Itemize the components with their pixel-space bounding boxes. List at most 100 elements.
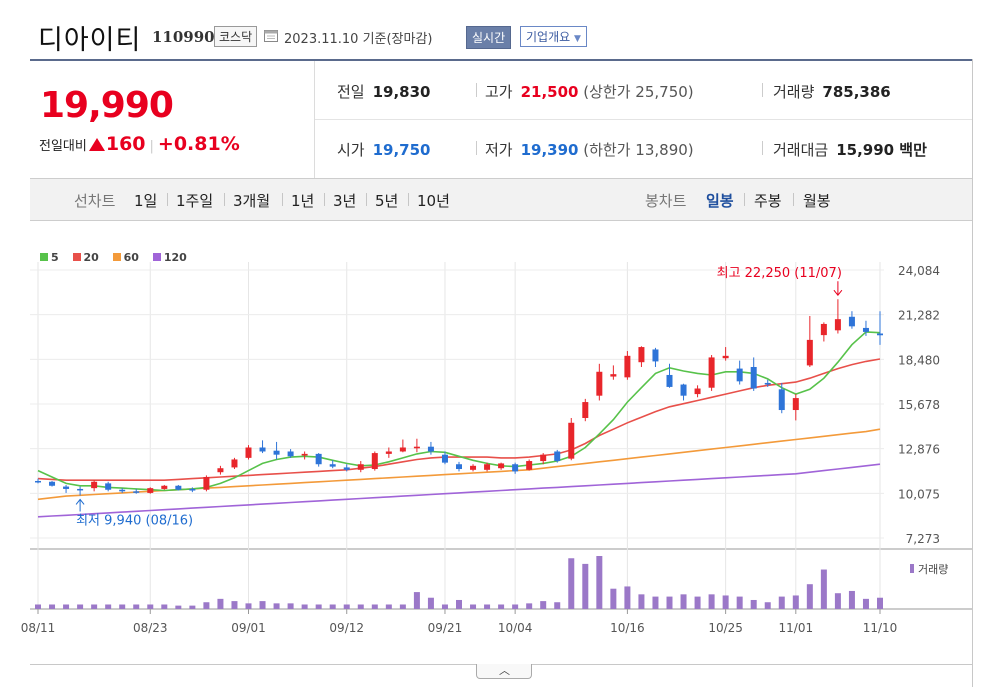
separator <box>476 141 477 155</box>
legend-swatch <box>40 253 48 261</box>
legend-item: 60 <box>112 251 139 264</box>
volume-bar <box>315 604 322 609</box>
candle-body <box>834 319 841 331</box>
separator: | <box>149 139 154 154</box>
open-label: 시가 <box>337 141 365 159</box>
candle-body <box>736 368 743 382</box>
volume-bar <box>554 602 561 609</box>
volume-bar <box>427 597 434 609</box>
stock-header: 디아이티 110990 코스닥 2023.11.10 기준(장마감) 실시간 기… <box>0 0 987 58</box>
tab-1week[interactable]: 1주일 <box>176 192 214 210</box>
low-value: 19,390 <box>520 141 579 159</box>
candle-body <box>568 422 575 459</box>
candle-body <box>301 453 308 456</box>
volume-bar <box>666 596 673 609</box>
market-badge: 코스닥 <box>214 26 258 47</box>
volume-bar <box>848 590 855 609</box>
x-tick-label: 11/10 <box>863 621 898 635</box>
candle-body <box>231 459 238 468</box>
upper-limit: (상한가 25,750) <box>583 83 694 101</box>
separator <box>366 193 367 206</box>
right-border <box>972 59 973 687</box>
high-cell: 고가 21,500 (상한가 25,750) <box>485 81 694 102</box>
separator <box>762 83 763 97</box>
tab-5year[interactable]: 5년 <box>375 192 399 210</box>
tab-weekly[interactable]: 주봉 <box>754 192 782 210</box>
candle-body <box>119 489 126 492</box>
candle-body <box>666 374 673 387</box>
volume-bar <box>624 586 631 609</box>
tab-monthly[interactable]: 월봉 <box>803 192 831 210</box>
company-overview-label: 기업개요 <box>526 30 571 44</box>
candle-body <box>554 451 561 462</box>
high-annotation: 최고 22,250 (11/07) <box>717 266 842 281</box>
y-tick-label: 18,480 <box>898 353 940 367</box>
trade-value-label: 거래대금 <box>773 141 829 159</box>
volume-bar <box>147 604 154 609</box>
tab-10year[interactable]: 10년 <box>417 192 450 210</box>
candle-body <box>217 468 224 473</box>
x-tick-label: 10/25 <box>708 621 743 635</box>
open-value: 19,750 <box>372 141 431 159</box>
tab-3year[interactable]: 3년 <box>333 192 357 210</box>
volume-bar <box>189 605 196 609</box>
candle-chart-label: 봉차트 <box>645 192 687 210</box>
y-tick-label: 10,075 <box>898 487 940 501</box>
volume-bar <box>105 604 112 609</box>
candle-body <box>189 488 196 491</box>
high-label: 고가 <box>485 83 513 101</box>
company-overview-button[interactable]: 기업개요 ▼ <box>520 26 587 47</box>
y-tick-label: 12,876 <box>898 443 940 457</box>
prev-close-label: 전일 <box>337 83 365 101</box>
legend-swatch <box>152 253 161 261</box>
candle-body <box>498 463 505 469</box>
volume-bar <box>49 604 56 609</box>
legend-item: 20 <box>72 251 99 264</box>
volume-bar <box>399 604 406 609</box>
volume-bar <box>357 604 364 609</box>
candle-body <box>273 450 280 455</box>
candle-body <box>638 347 645 363</box>
candle-body <box>77 488 84 491</box>
realtime-button[interactable]: 실시간 <box>466 26 512 49</box>
volume-bar <box>231 601 238 609</box>
volume-bar <box>736 596 743 609</box>
candle-body <box>147 488 154 493</box>
x-tick-label: 10/16 <box>610 621 645 635</box>
tab-1year[interactable]: 1년 <box>291 192 315 210</box>
price-panel <box>30 262 972 549</box>
x-tick-label: 10/04 <box>498 621 533 635</box>
expand-button[interactable]: ︿ <box>476 664 532 679</box>
candle-body <box>315 453 322 465</box>
candle-body <box>877 333 883 336</box>
candle-body <box>357 464 364 470</box>
legend-item: 5 <box>40 251 59 264</box>
x-tick-label: 11/01 <box>779 621 814 635</box>
tab-1day[interactable]: 1일 <box>134 192 158 210</box>
candle-body <box>750 366 757 389</box>
trade-value-value: 15,990 백만 <box>836 141 927 159</box>
volume-bar <box>217 598 224 609</box>
volume-bar <box>273 603 280 609</box>
volume-bar <box>652 596 659 609</box>
candle-body <box>133 491 140 493</box>
candle-body <box>652 349 659 362</box>
volume-bar <box>610 588 617 609</box>
volume-bar <box>77 604 84 609</box>
separator <box>324 193 325 206</box>
candle-body <box>540 454 547 462</box>
volume-bar <box>203 602 210 609</box>
volume-bar <box>91 604 98 609</box>
candle-body <box>245 447 252 458</box>
candle-body <box>329 464 336 467</box>
price-summary: 19,990 전일대비 160 | +0.81% <box>30 61 315 178</box>
volume-legend-label: 거래량 <box>918 563 948 576</box>
tab-daily[interactable]: 일봉 <box>706 192 734 210</box>
candle-body <box>175 485 182 490</box>
volume-value: 785,386 <box>822 83 891 101</box>
high-arrowhead-icon <box>833 289 843 297</box>
candle-body <box>259 447 266 452</box>
volume-bar <box>877 597 883 609</box>
tab-3month[interactable]: 3개월 <box>233 192 271 210</box>
volume-bar <box>245 603 252 609</box>
